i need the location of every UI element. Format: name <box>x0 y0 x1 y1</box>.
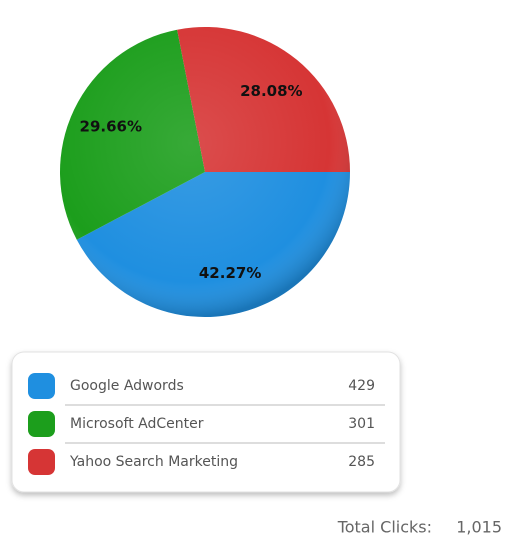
legend-count: 285 <box>348 454 375 470</box>
legend-swatch <box>28 411 55 437</box>
legend-count: 301 <box>348 416 375 432</box>
legend-box <box>11 351 401 493</box>
slice-label: 42.27% <box>199 264 261 282</box>
slice-label: 28.08% <box>240 82 302 100</box>
slice-label: 29.66% <box>80 117 142 135</box>
legend: Google Adwords 429 Microsoft AdCenter 301 Ya… <box>28 373 385 475</box>
legend-name: Google Adwords <box>70 378 184 394</box>
pie-labels: 42.27% 29.66% 28.08% <box>80 82 303 282</box>
total-label: Total Clicks: <box>337 518 432 537</box>
pie-shading <box>60 27 350 317</box>
total-value: 1,015 <box>456 518 502 537</box>
legend-count: 429 <box>348 378 375 394</box>
legend-swatch <box>28 373 55 399</box>
legend-swatch <box>28 449 55 475</box>
legend-name: Yahoo Search Marketing <box>69 454 238 470</box>
legend-name: Microsoft AdCenter <box>70 416 204 432</box>
